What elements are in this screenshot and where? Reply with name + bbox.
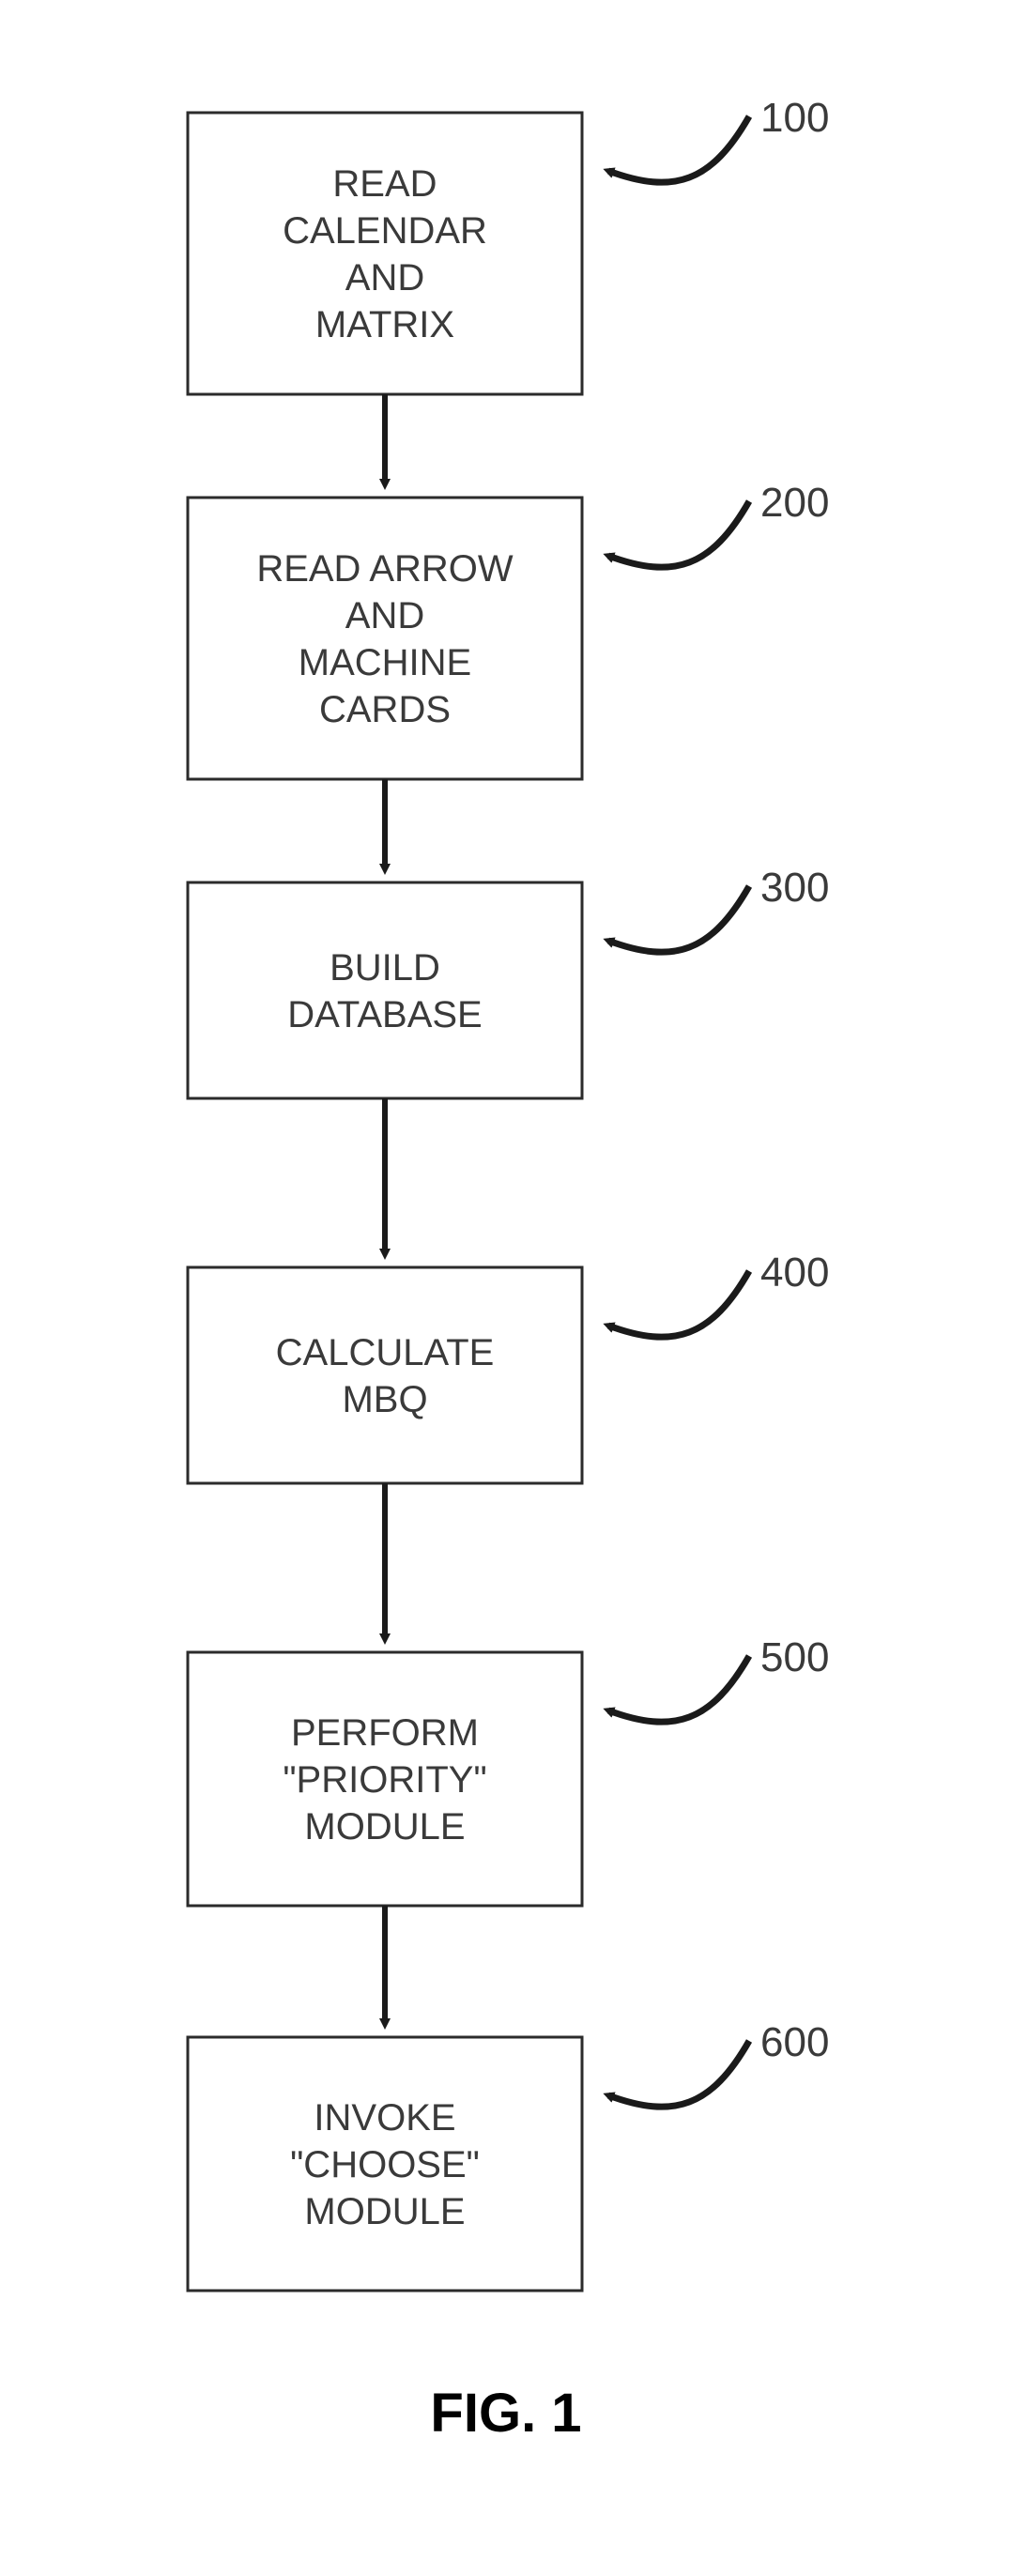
flow-step-text: PERFORM [291,1712,479,1754]
flow-step-box [188,498,582,779]
flow-step: PERFORM "PRIORITY" MODULE 500 [188,1634,829,1906]
label-pointer-arrow [608,116,749,182]
flow-step-text: BUILD [330,947,440,989]
flow-step-text: DATABASE [287,994,482,1035]
flow-step-label: 500 [760,1634,829,1680]
label-pointer-arrow [608,2041,749,2107]
label-pointer-arrow [608,1656,749,1722]
flow-step: READ ARROW AND MACHINE CARDS 200 [188,480,829,779]
flow-step-text: CARDS [319,689,451,730]
flow-step-text: MACHINE [299,642,471,683]
flow-step-label: 100 [760,95,829,141]
flow-step-box [188,1267,582,1483]
flow-step-box [188,882,582,1098]
figure-caption: FIG. 1 [430,2383,581,2444]
flow-step: INVOKE "CHOOSE" MODULE 600 [188,2019,829,2291]
label-pointer-arrow [608,886,749,952]
flow-step-text: "PRIORITY" [283,1759,486,1801]
flow-step-text: INVOKE [314,2097,455,2139]
flow-step-text: AND [345,257,424,299]
flow-step-text: MODULE [304,1806,465,1848]
flow-step-text: "CHOOSE" [290,2144,480,2185]
flow-step-label: 200 [760,480,829,526]
flow-step: CALCULATE MBQ 400 [188,1250,829,1483]
flow-step-text: READ [332,163,437,205]
flow-step-text: AND [345,595,424,636]
label-pointer-arrow [608,501,749,567]
flow-step-label: 300 [760,865,829,911]
flow-step-label: 600 [760,2019,829,2065]
label-pointer-arrow [608,1271,749,1337]
flow-step-text: MODULE [304,2191,465,2232]
flow-step-text: READ ARROW [256,548,514,590]
flow-step-label: 400 [760,1250,829,1296]
flow-step-text: MBQ [342,1379,427,1420]
flow-step-text: CALENDAR [283,210,487,252]
flow-step: READ CALENDAR AND MATRIX 100 [188,95,829,394]
flow-step-text: MATRIX [315,304,454,345]
flow-step-text: CALCULATE [276,1332,495,1373]
flow-step: BUILD DATABASE 300 [188,865,829,1098]
flowchart-figure: READ CALENDAR AND MATRIX 100 READ ARROW AND MAC… [0,0,1012,2576]
flow-step-box [188,113,582,394]
